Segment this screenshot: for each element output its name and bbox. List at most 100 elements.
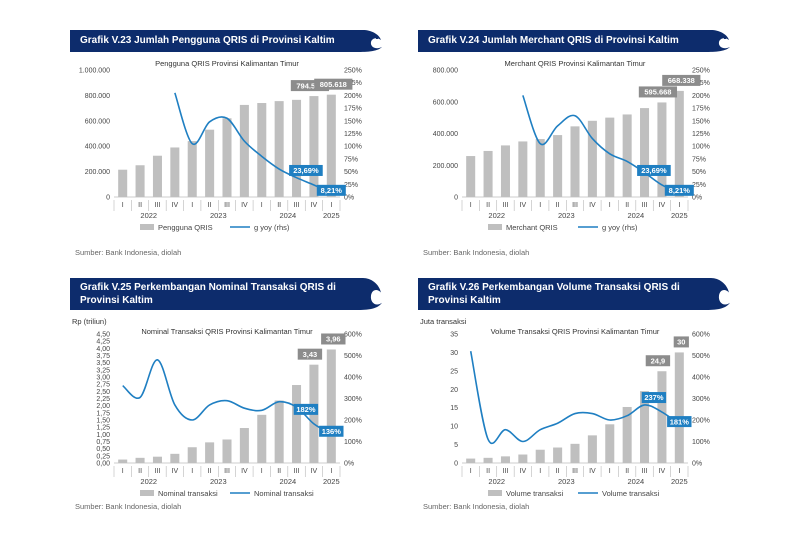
chart-title-banner: Grafik V.25 Perkembangan Nominal Transak… — [70, 278, 355, 310]
legend-label-line: g yoy (rhs) — [254, 223, 290, 232]
x-year-label: 2023 — [558, 211, 575, 220]
y-tick-label-right: 50% — [344, 169, 358, 176]
source-note: Sumber: Bank Indonesia, diolah — [75, 502, 182, 511]
y-tick-label-left: 1,75 — [96, 410, 110, 417]
y-tick-label-right: 225% — [344, 80, 362, 87]
bar-value-callout — [321, 333, 346, 345]
x-tick-label: I — [122, 468, 124, 475]
x-year-label: 2024 — [280, 211, 297, 220]
x-year-label: 2023 — [558, 477, 575, 486]
legend-label-line: Nominal transaksi — [254, 489, 314, 498]
y-tick-label-right: 300% — [692, 396, 710, 403]
y-tick-label-left: 10 — [450, 424, 458, 431]
x-tick-label: IV — [520, 468, 527, 475]
bar-value-label: 3,43 — [303, 350, 318, 359]
x-tick-label: IV — [311, 468, 318, 475]
y-tick-label-right: 600% — [692, 332, 710, 339]
chart-title-banner: Grafik V.23 Jumlah Pengguna QRIS di Prov… — [70, 30, 355, 52]
x-tick-label: IV — [241, 468, 248, 475]
bar — [518, 141, 528, 197]
legend-swatch-bar — [488, 224, 502, 230]
x-tick-label: III — [155, 468, 161, 475]
y-tick-label-right: 500% — [344, 353, 362, 360]
bar — [222, 439, 232, 463]
bar — [274, 400, 284, 463]
y-tick-label-left: 3,00 — [96, 375, 110, 382]
y-tick-label-left: 4,25 — [96, 339, 110, 346]
line-value-callout — [289, 164, 323, 176]
line-value-callout — [316, 184, 346, 196]
y-tick-label-left: 1.000.000 — [79, 68, 110, 75]
x-tick-label: IV — [589, 202, 596, 209]
y-tick-label-right: 400% — [692, 375, 710, 382]
line-value-callout — [641, 392, 667, 404]
bar — [170, 453, 180, 463]
bar-value-callout — [662, 74, 701, 86]
x-tick-label: III — [572, 202, 578, 209]
x-tick-label: I — [330, 468, 332, 475]
x-year-label: 2022 — [488, 477, 505, 486]
y-tick-label-right: 125% — [692, 131, 710, 138]
bar — [292, 99, 302, 197]
y-tick-label-right: 100% — [344, 439, 362, 446]
bar-value-label: 3,96 — [326, 335, 341, 344]
x-tick-label: II — [208, 468, 212, 475]
y-tick-label-left: 1,25 — [96, 425, 110, 432]
bar — [135, 457, 145, 463]
y-tick-label-right: 175% — [692, 106, 710, 113]
wave-decoration-icon — [355, 278, 382, 310]
bar-value-callout — [673, 336, 689, 348]
bar-value-label: 794.555 — [296, 81, 323, 90]
y-tick-label-left: 2,00 — [96, 403, 110, 410]
y-tick-label-left: 0,25 — [96, 453, 110, 460]
x-tick-label: I — [122, 202, 124, 209]
y-tick-label-right: 100% — [692, 144, 710, 151]
bar-value-label: 595.668 — [644, 88, 671, 97]
y-tick-label-right: 300% — [344, 396, 362, 403]
x-tick-label: I — [678, 468, 680, 475]
y-tick-label-left: 3,25 — [96, 367, 110, 374]
bar-value-callout — [314, 78, 353, 90]
bar — [152, 456, 162, 463]
y-tick-label-left: 800.000 — [433, 68, 458, 75]
x-tick-label: IV — [172, 202, 179, 209]
bar — [657, 102, 667, 197]
bar-value-label: 668.338 — [668, 76, 695, 85]
y-tick-label-right: 250% — [344, 68, 362, 75]
y-tick-label-right: 175% — [344, 106, 362, 113]
bar — [170, 147, 180, 197]
series-line — [174, 92, 332, 194]
bar — [518, 454, 528, 463]
y-tick-label-right: 200% — [692, 93, 710, 100]
bar — [535, 139, 545, 197]
y-tick-label-left: 600.000 — [85, 118, 110, 125]
x-year-label: 2023 — [210, 211, 227, 220]
y-tick-label-left: 20 — [450, 387, 458, 394]
legend-swatch-bar — [140, 490, 154, 496]
x-tick-label: I — [609, 202, 611, 209]
x-tick-label: III — [503, 468, 509, 475]
y-tick-label-left: 2,50 — [96, 389, 110, 396]
bar — [605, 424, 615, 463]
y-tick-label-right: 150% — [692, 118, 710, 125]
x-tick-label: IV — [172, 468, 179, 475]
y-tick-label-right: 0% — [692, 195, 702, 202]
x-tick-label: II — [138, 468, 142, 475]
y-tick-label-left: 0,00 — [96, 461, 110, 468]
x-year-label: 2024 — [280, 477, 297, 486]
bar-value-label: 30 — [677, 338, 685, 347]
chart-panel-v26: Grafik V.26 Perkembangan Volume Transaks… — [418, 278, 800, 533]
y-tick-label-left: 0,50 — [96, 446, 110, 453]
y-tick-label-left: 2,25 — [96, 396, 110, 403]
bar — [239, 104, 249, 197]
bar-value-label: 24,9 — [651, 356, 666, 365]
y-tick-label-right: 400% — [344, 375, 362, 382]
chart-svg: Merchant QRIS Provinsi Kalimantan Timur 0… — [433, 60, 710, 232]
legend-label-bar: Volume transaksi — [506, 489, 563, 498]
bar — [570, 443, 580, 463]
chart-title: Volume Transaksi QRIS Provinsi Kalimanta… — [491, 327, 660, 336]
line-value-callout — [664, 184, 694, 196]
x-tick-label: I — [470, 468, 472, 475]
x-year-label: 2024 — [628, 477, 645, 486]
series-line — [469, 351, 680, 445]
